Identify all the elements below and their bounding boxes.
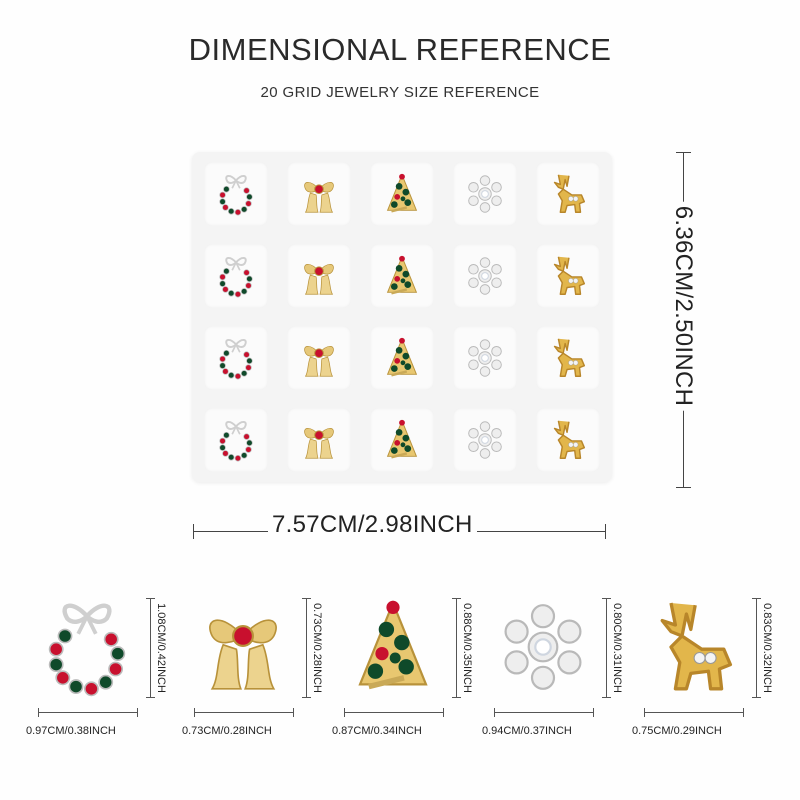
item-width-label: 0.73CM/0.28INCH <box>182 725 272 737</box>
christmas-tree-charm-icon <box>378 252 426 300</box>
snowflake-charm-icon <box>461 252 509 300</box>
tray-cell-snowflake <box>453 244 517 308</box>
bow-bells-charm-icon <box>295 416 343 464</box>
item-width-label: 0.94CM/0.37INCH <box>482 725 572 737</box>
reindeer-charm-icon <box>544 334 592 382</box>
tray-cell-bow-bells <box>287 244 351 308</box>
christmas-tree-charm-icon <box>338 592 448 702</box>
wreath-charm-icon <box>32 592 142 702</box>
tray-cell-wreath <box>204 244 268 308</box>
tray-cell-wreath <box>204 162 268 226</box>
width-dimension-line <box>194 708 294 717</box>
tray-cell-bow-bells <box>287 408 351 472</box>
wreath-charm-icon <box>212 334 260 382</box>
tray-cell-christmas-tree <box>370 408 434 472</box>
christmas-tree-charm-icon <box>378 334 426 382</box>
tray-height-tick-top <box>676 152 691 153</box>
item-height-label: 0.83CM/0.32INCH <box>761 603 773 693</box>
height-dimension-line <box>452 598 461 698</box>
item-snowflake: 0.80CM/0.31INCH 0.94CM/0.37INCH <box>482 584 638 744</box>
height-dimension-line <box>146 598 155 698</box>
bow-bells-charm-icon <box>188 592 298 702</box>
item-bow-bells: 0.73CM/0.28INCH 0.73CM/0.28INCH <box>182 584 338 744</box>
item-height-label: 0.88CM/0.35INCH <box>461 603 473 693</box>
tray-width-tick-left <box>193 524 194 539</box>
tray-cell-reindeer <box>536 162 600 226</box>
page-title: DIMENSIONAL REFERENCE <box>188 32 612 67</box>
tray-height-tick-bottom <box>676 487 691 488</box>
snowflake-charm-icon <box>461 416 509 464</box>
reindeer-charm-icon <box>544 170 592 218</box>
bow-bells-charm-icon <box>295 334 343 382</box>
height-dimension-line <box>302 598 311 698</box>
tray-cell-reindeer <box>536 326 600 390</box>
tray-cell-christmas-tree <box>370 244 434 308</box>
item-reindeer: 0.83CM/0.32INCH 0.75CM/0.29INCH <box>632 584 788 744</box>
width-dimension-line <box>644 708 744 717</box>
item-width-label: 0.75CM/0.29INCH <box>632 725 722 737</box>
snowflake-charm-icon <box>488 592 598 702</box>
wreath-charm-icon <box>212 252 260 300</box>
width-dimension-line <box>344 708 444 717</box>
jewelry-tray <box>192 152 612 482</box>
christmas-tree-charm-icon <box>378 170 426 218</box>
width-dimension-line <box>494 708 594 717</box>
height-dimension-line <box>752 598 761 698</box>
page-subtitle: 20 GRID JEWELRY SIZE REFERENCE <box>260 84 540 101</box>
tray-height-label: 6.36CM/2.50INCH <box>669 201 697 411</box>
reindeer-charm-icon <box>544 416 592 464</box>
tray-width-label: 7.57CM/2.98INCH <box>268 511 477 539</box>
snowflake-charm-icon <box>461 334 509 382</box>
reindeer-charm-icon <box>638 592 748 702</box>
snowflake-charm-icon <box>461 170 509 218</box>
tray-cell-wreath <box>204 326 268 390</box>
wreath-charm-icon <box>212 416 260 464</box>
item-christmas-tree: 0.88CM/0.35INCH 0.87CM/0.34INCH <box>332 584 488 744</box>
tray-width-tick-right <box>605 524 606 539</box>
bow-bells-charm-icon <box>295 170 343 218</box>
tray-cell-reindeer <box>536 244 600 308</box>
tray-cell-christmas-tree <box>370 162 434 226</box>
bow-bells-charm-icon <box>295 252 343 300</box>
item-height-label: 0.73CM/0.28INCH <box>311 603 323 693</box>
tray-cell-reindeer <box>536 408 600 472</box>
tray-cell-bow-bells <box>287 326 351 390</box>
item-width-label: 0.97CM/0.38INCH <box>26 725 116 737</box>
width-dimension-line <box>38 708 138 717</box>
height-dimension-line <box>602 598 611 698</box>
item-width-label: 0.87CM/0.34INCH <box>332 725 422 737</box>
tray-cell-bow-bells <box>287 162 351 226</box>
item-height-label: 0.80CM/0.31INCH <box>611 603 623 693</box>
tray-cell-christmas-tree <box>370 326 434 390</box>
item-height-label: 1.08CM/0.42INCH <box>155 603 167 693</box>
tray-cell-snowflake <box>453 162 517 226</box>
tray-cell-wreath <box>204 408 268 472</box>
tray-cell-snowflake <box>453 326 517 390</box>
tray-cell-snowflake <box>453 408 517 472</box>
wreath-charm-icon <box>212 170 260 218</box>
reindeer-charm-icon <box>544 252 592 300</box>
item-wreath: 1.08CM/0.42INCH 0.97CM/0.38INCH <box>26 584 182 744</box>
christmas-tree-charm-icon <box>378 416 426 464</box>
